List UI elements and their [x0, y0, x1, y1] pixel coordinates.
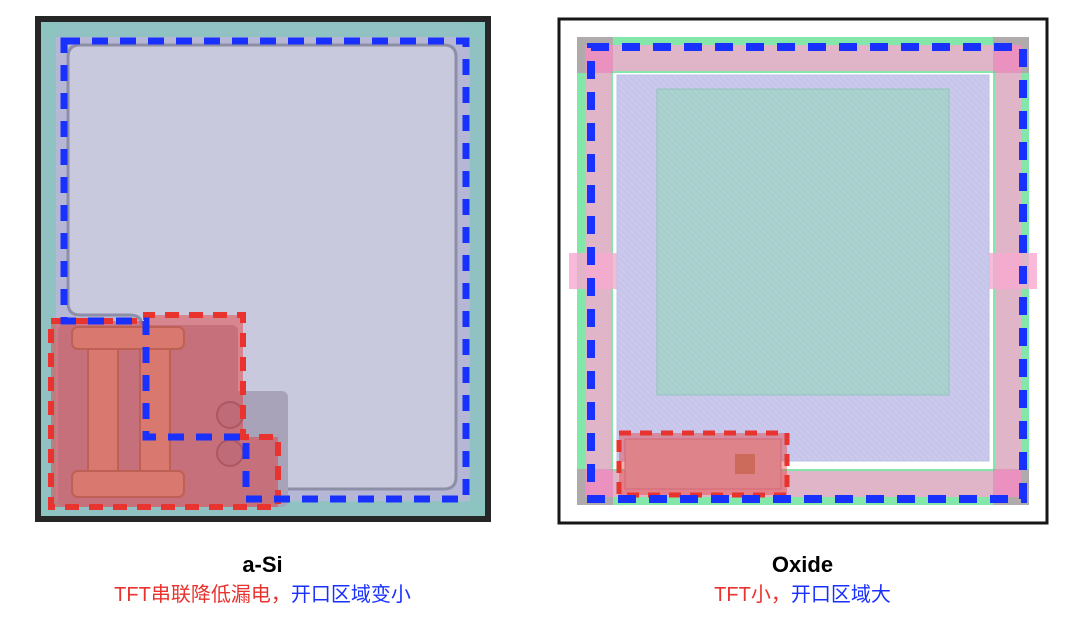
caption-title-oxide: Oxide [714, 549, 891, 581]
caption-title-a-si: a-Si [114, 549, 411, 581]
caption-a-si: a-Si TFT串联降低漏电，开口区域变小 [114, 549, 411, 610]
caption-sub-oxide: TFT小，开口区域大 [714, 581, 891, 610]
caption-sub-a-si: TFT串联降低漏电，开口区域变小 [114, 581, 411, 610]
panel-oxide: Oxide TFT小，开口区域大 [553, 15, 1053, 610]
panel-a-si: a-Si TFT串联降低漏电，开口区域变小 [28, 15, 498, 610]
diagram-oxide [553, 15, 1053, 535]
figure-row: a-Si TFT串联降低漏电，开口区域变小 Oxide TFT小，开口区域大 [0, 0, 1080, 610]
diagram-a-si [28, 15, 498, 535]
caption-oxide: Oxide TFT小，开口区域大 [714, 549, 891, 610]
